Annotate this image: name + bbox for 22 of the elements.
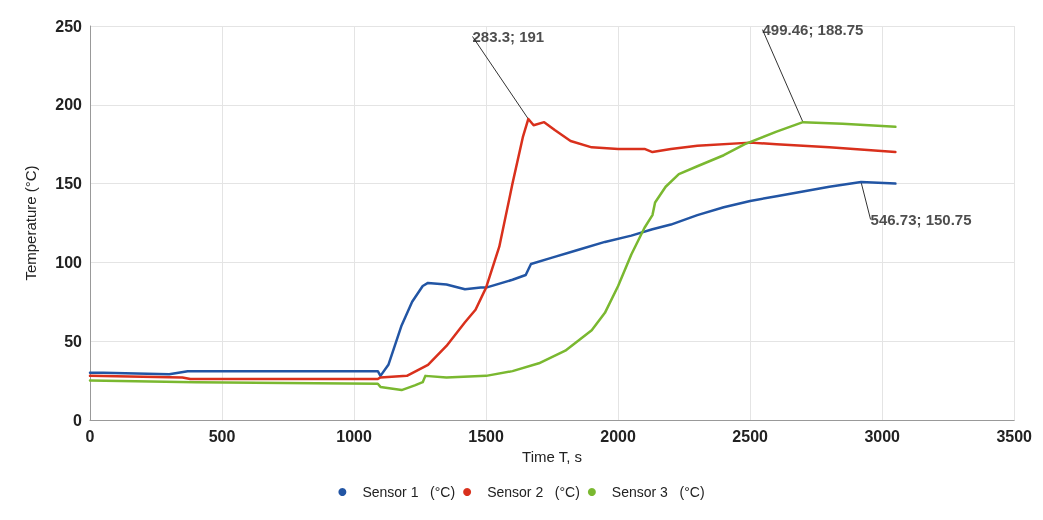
annotation: 499.46; 188.75 (762, 21, 864, 39)
legend-label: Sensor 2 (°C) (487, 484, 580, 500)
annotation: 546.73; 150.75 (870, 211, 972, 229)
x-tick-label: 1000 (336, 427, 372, 445)
x-tick-label: 2500 (732, 427, 769, 445)
legend-label: Sensor 1 (°C) (362, 484, 456, 500)
y-tick-label: 250 (55, 17, 83, 35)
x-tick-label: 500 (208, 427, 236, 445)
x-tick-label: 3500 (996, 427, 1033, 445)
x-tick-label: 1500 (468, 427, 504, 445)
x-axis-title: Time T, s (522, 447, 583, 465)
legend-label: Sensor 3 (°C) (611, 484, 705, 500)
annotation: 283.3; 191 (472, 27, 545, 45)
y-axis-title: Temperature (°C) (22, 165, 39, 281)
x-tick-label: 2000 (600, 427, 637, 445)
x-tick-label: 0 (85, 427, 95, 445)
y-tick-label: 0 (73, 411, 83, 429)
y-tick-label: 150 (55, 175, 83, 193)
y-tick-label: 50 (64, 332, 83, 350)
y-tick-label: 200 (55, 96, 83, 114)
x-tick-label: 3000 (864, 427, 901, 445)
y-tick-label: 100 (55, 253, 83, 271)
